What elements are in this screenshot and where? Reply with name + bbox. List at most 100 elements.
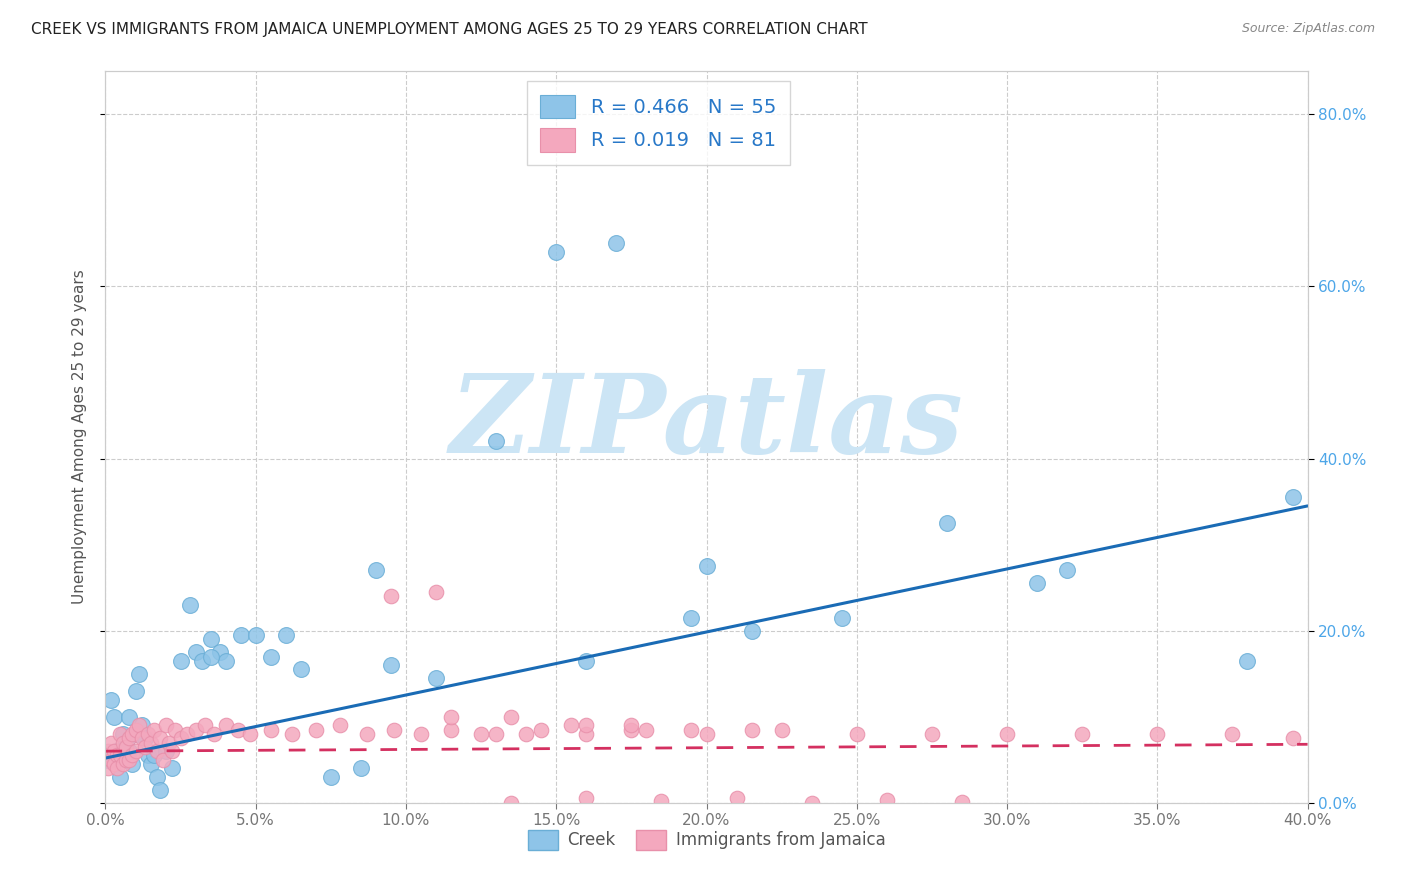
Point [725, 791, 748, 805]
Point [118, 731, 141, 746]
Point [112, 727, 135, 741]
Point [800, 796, 823, 810]
Point [97, 744, 120, 758]
Point [936, 516, 959, 530]
Point [470, 727, 492, 741]
Point [121, 757, 143, 772]
Point [921, 727, 943, 741]
Point [194, 718, 217, 732]
Text: ZIPatlas: ZIPatlas [450, 368, 963, 476]
Point [501, 710, 523, 724]
Point [157, 735, 180, 749]
Point [124, 684, 146, 698]
Point [319, 770, 342, 784]
Point [124, 744, 146, 758]
Point [440, 710, 463, 724]
Point [118, 744, 141, 758]
Point [485, 727, 508, 741]
Point [110, 770, 132, 784]
Text: CREEK VS IMMIGRANTS FROM JAMAICA UNEMPLOYMENT AMONG AGES 25 TO 29 YEARS CORRELAT: CREEK VS IMMIGRANTS FROM JAMAICA UNEMPLO… [31, 22, 868, 37]
Point [214, 654, 236, 668]
Point [1222, 727, 1244, 741]
Point [112, 735, 135, 749]
Point [575, 727, 598, 741]
Point [305, 723, 328, 737]
Point [364, 564, 387, 578]
Point [380, 658, 402, 673]
Point [121, 727, 143, 741]
Text: Source: ZipAtlas.com: Source: ZipAtlas.com [1241, 22, 1375, 36]
Point [440, 723, 463, 737]
Point [200, 632, 222, 647]
Point [107, 744, 129, 758]
Point [575, 654, 598, 668]
Point [281, 727, 304, 741]
Point [155, 744, 177, 758]
Point [134, 739, 156, 754]
Point [350, 761, 373, 775]
Point [103, 757, 125, 772]
Point [100, 735, 122, 749]
Point [950, 795, 973, 809]
Point [274, 628, 297, 642]
Point [636, 723, 658, 737]
Point [163, 723, 186, 737]
Point [650, 794, 672, 808]
Point [770, 723, 793, 737]
Point [214, 718, 236, 732]
Point [620, 718, 643, 732]
Point [100, 753, 122, 767]
Point [121, 748, 143, 763]
Point [876, 793, 898, 807]
Point [131, 718, 153, 732]
Point [148, 783, 170, 797]
Point [741, 723, 763, 737]
Point [696, 559, 718, 574]
Point [409, 727, 432, 741]
Point [605, 236, 627, 251]
Point [155, 718, 177, 732]
Point [845, 727, 868, 741]
Point [1146, 727, 1168, 741]
Point [696, 727, 718, 741]
Point [226, 723, 249, 737]
Legend: Creek, Immigrants from Jamaica: Creek, Immigrants from Jamaica [520, 823, 893, 856]
Point [110, 748, 132, 763]
Point [380, 589, 402, 603]
Point [530, 723, 553, 737]
Point [112, 757, 135, 772]
Point [1026, 576, 1049, 591]
Point [142, 748, 165, 763]
Point [1056, 564, 1078, 578]
Point [179, 598, 201, 612]
Point [145, 744, 167, 758]
Point [239, 727, 262, 741]
Point [115, 753, 138, 767]
Point [681, 611, 703, 625]
Point [681, 723, 703, 737]
Point [515, 727, 537, 741]
Point [260, 723, 283, 737]
Point [382, 723, 405, 737]
Point [100, 692, 122, 706]
Point [145, 770, 167, 784]
Point [1236, 654, 1258, 668]
Point [329, 718, 352, 732]
Point [290, 662, 312, 676]
Point [200, 649, 222, 664]
Point [1281, 731, 1303, 746]
Point [425, 671, 447, 685]
Point [184, 723, 207, 737]
Point [190, 654, 212, 668]
Point [115, 739, 138, 754]
Point [139, 735, 162, 749]
Point [176, 727, 198, 741]
Point [620, 723, 643, 737]
Point [995, 727, 1018, 741]
Point [425, 585, 447, 599]
Point [356, 727, 378, 741]
Point [97, 761, 120, 775]
Point [103, 710, 125, 724]
Point [575, 718, 598, 732]
Point [124, 727, 146, 741]
